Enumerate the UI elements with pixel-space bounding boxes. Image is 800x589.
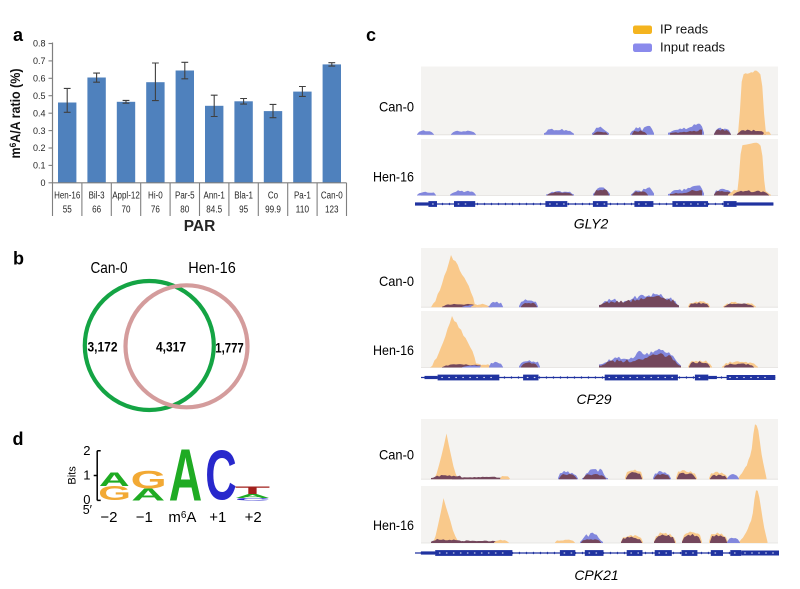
svg-text:76: 76 [151,204,160,215]
svg-text:5′: 5′ [83,503,93,517]
svg-text:CPK21: CPK21 [574,567,618,583]
svg-text:c: c [366,25,376,45]
svg-text:Bla-1: Bla-1 [234,190,253,201]
svg-text:0.8: 0.8 [33,39,46,49]
svg-text:−1: −1 [136,509,153,526]
svg-text:0: 0 [40,178,45,188]
svg-text:Co: Co [268,190,279,201]
svg-text:95: 95 [239,204,248,215]
svg-text:Can-0: Can-0 [91,260,128,277]
svg-text:2: 2 [83,443,90,458]
svg-text:IP reads: IP reads [660,22,709,37]
svg-text:m6A: m6A [168,509,196,526]
svg-text:70: 70 [122,204,131,215]
svg-text:+1: +1 [209,509,226,526]
svg-text:0.7: 0.7 [33,56,46,66]
svg-text:Ann-1: Ann-1 [204,190,226,201]
svg-text:Hi-0: Hi-0 [148,190,163,201]
svg-text:C: C [205,437,236,515]
svg-text:3,172: 3,172 [88,339,118,355]
svg-text:C: C [235,497,270,501]
svg-text:0.3: 0.3 [33,126,46,136]
svg-text:80: 80 [180,204,189,215]
svg-text:Can-0: Can-0 [321,190,343,201]
svg-text:−2: −2 [100,509,117,526]
svg-text:84.5: 84.5 [206,204,222,215]
svg-text:0.6: 0.6 [33,74,46,84]
svg-text:110: 110 [296,204,310,215]
svg-text:GLY2: GLY2 [574,216,609,232]
svg-text:1: 1 [83,468,90,483]
svg-text:A: A [169,434,202,517]
svg-text:Hen-16: Hen-16 [188,260,236,277]
svg-text:Hen-16: Hen-16 [54,190,81,201]
svg-text:A: A [99,469,130,490]
svg-text:G: G [98,482,131,505]
svg-text:+2: +2 [245,509,262,526]
svg-text:Input reads: Input reads [660,40,726,55]
svg-text:A: A [235,493,271,499]
svg-text:Pa-1: Pa-1 [294,190,311,201]
svg-text:0.2: 0.2 [33,143,46,153]
svg-text:Hen-16: Hen-16 [373,517,414,533]
svg-text:66: 66 [92,204,101,215]
svg-text:Hen-16: Hen-16 [373,169,414,185]
svg-text:Appl-12: Appl-12 [112,190,140,201]
svg-text:CP29: CP29 [576,391,611,407]
svg-text:Can-0: Can-0 [379,99,414,115]
svg-text:55: 55 [63,204,72,215]
svg-text:Hen-16: Hen-16 [373,342,414,358]
svg-text:0.5: 0.5 [33,91,46,101]
svg-text:d: d [13,429,24,449]
svg-text:0.4: 0.4 [33,108,46,118]
svg-text:123: 123 [325,204,339,215]
svg-text:1,777: 1,777 [215,340,244,356]
svg-text:PAR: PAR [184,218,216,235]
svg-text:b: b [13,249,24,269]
svg-text:0.1: 0.1 [33,161,46,171]
svg-text:99.9: 99.9 [265,204,281,215]
svg-text:G: G [131,466,167,494]
svg-text:0: 0 [83,492,90,507]
svg-text:T: T [235,484,270,496]
svg-text:Can-0: Can-0 [379,447,414,463]
svg-text:A: A [131,485,165,504]
svg-text:m6A/A ratio (%): m6A/A ratio (%) [8,69,23,159]
svg-text:Bil-3: Bil-3 [89,190,105,201]
svg-text:Par-5: Par-5 [175,190,195,201]
svg-text:a: a [13,25,24,45]
svg-text:4,317: 4,317 [156,339,186,355]
svg-text:Bits: Bits [67,466,79,485]
svg-text:Can-0: Can-0 [379,273,414,289]
